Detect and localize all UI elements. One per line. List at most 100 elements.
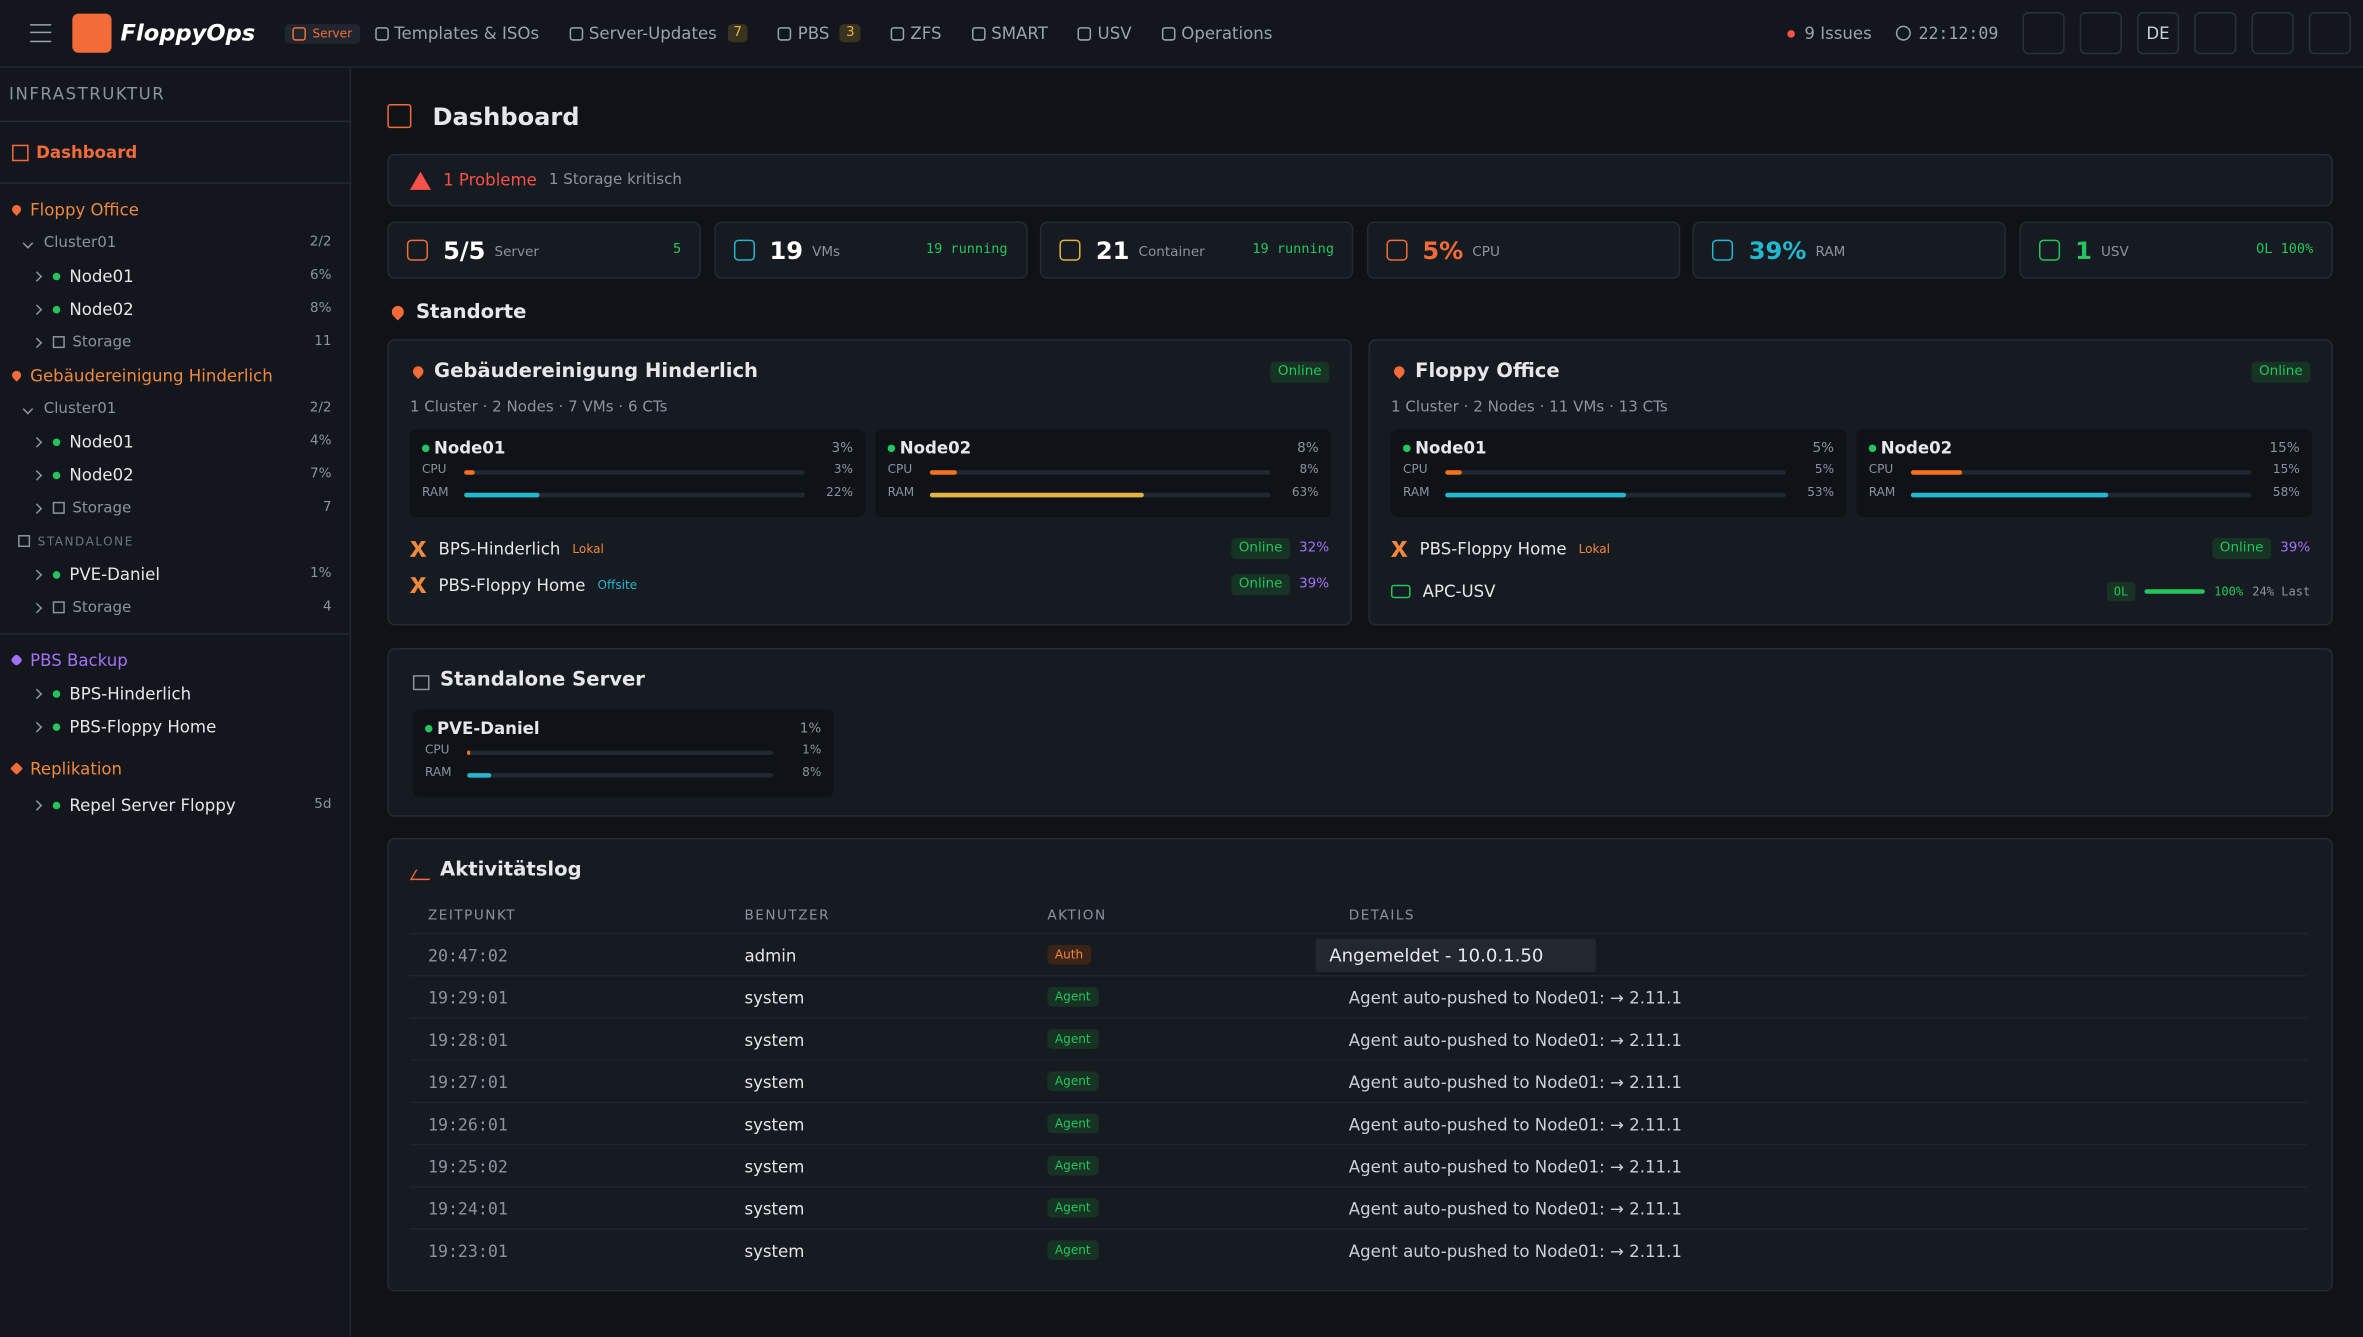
chevron <box>31 336 43 348</box>
node-load: 3% <box>831 441 853 457</box>
tree-row[interactable]: PVE-Daniel 1% <box>0 558 350 591</box>
table-row: 19:23:01 system Agent Agent auto-pushed to … <box>409 1228 2308 1272</box>
log-user: system <box>744 1115 805 1135</box>
log-action: Agent <box>1047 1155 1099 1176</box>
tree-row[interactable]: Cluster01 2/2 <box>0 226 350 259</box>
storage-icon <box>52 336 65 349</box>
nav-item[interactable]: Operations <box>1147 14 1288 52</box>
ram-track <box>464 492 805 498</box>
tree-row[interactable]: Node02 7% <box>0 458 350 491</box>
nav-item[interactable]: Templates & ISOs <box>360 14 555 52</box>
tree-row[interactable]: Node02 8% <box>0 292 350 325</box>
log-user: system <box>744 1199 805 1220</box>
alert-bar[interactable]: 1 Probleme 1 Storage kritisch <box>387 153 2333 207</box>
sync-icon <box>10 762 23 775</box>
standalone-header[interactable]: STANDALONE <box>0 524 350 557</box>
node-name: Node02 <box>69 464 134 485</box>
ups-row: APC-USV OL 100% 24% Last <box>1390 577 2310 604</box>
pin-icon <box>1391 364 1407 379</box>
table-row: 20:47:02 admin Auth Angemeldet - 10.0.1.50 <box>409 932 2308 977</box>
stat-card: 5% CPU <box>1366 221 1681 279</box>
replication-header[interactable]: Replikation <box>0 752 350 785</box>
cpu-bar <box>1910 470 1962 475</box>
tree-row[interactable]: Repel Server Floppy 5d <box>0 785 350 824</box>
site-row[interactable]: Floppy Office <box>0 193 350 226</box>
nav-item[interactable]: Server <box>285 23 360 43</box>
stat-icon <box>733 239 755 261</box>
table-row: 19:25:02 system Agent Agent auto-pushed to … <box>409 1143 2308 1188</box>
monitor-button[interactable] <box>2022 12 2065 55</box>
site-row[interactable]: Gebäudereinigung Hinderlich <box>0 359 350 392</box>
nav-icon <box>569 26 583 40</box>
log-details: Angemeldet - 10.0.1.50 <box>1315 938 1596 973</box>
pbs-name: BPS-Hinderlich <box>69 683 192 704</box>
stat-value: 5/5 <box>443 235 486 265</box>
log-details: Agent auto-pushed to Node01: → 2.11.1 <box>1348 1241 1682 1262</box>
location-summary: 1 Cluster · 2 Nodes · 11 VMs · 13 CTs <box>1390 399 1668 416</box>
logout-button[interactable] <box>2308 12 2351 55</box>
tree-row[interactable]: Storage 11 <box>0 326 350 359</box>
tree-row[interactable]: Storage 7 <box>0 491 350 524</box>
menu-line <box>30 31 52 34</box>
language-button[interactable]: DE <box>2136 12 2180 55</box>
section-title: Standorte <box>415 301 527 325</box>
alert-count: 1 Probleme <box>443 170 537 190</box>
pin-icon <box>410 364 426 379</box>
stat-icon <box>1386 239 1408 261</box>
status-dot <box>52 570 61 578</box>
tree-row[interactable]: BPS-Hinderlich <box>0 677 350 710</box>
log-time: 19:28:01 <box>427 1030 508 1051</box>
announce-button[interactable] <box>2194 12 2237 55</box>
tree-row[interactable]: Node01 6% <box>0 259 350 292</box>
log-time: 20:47:02 <box>427 946 508 966</box>
tree-row[interactable]: PBS-Floppy Home <box>0 710 350 743</box>
ram-bar <box>1445 492 1626 498</box>
tree-row[interactable]: Node01 4% <box>0 425 350 458</box>
alert-text: 1 Storage kritisch <box>548 171 682 189</box>
location-card: Gebäudereinigung Hinderlich Online 1 Clust… <box>387 339 1352 626</box>
log-time: 19:24:01 <box>427 1199 508 1220</box>
menu-button[interactable] <box>30 24 52 43</box>
ups-name: APC-USV <box>1422 580 1496 601</box>
standalone-icon <box>18 534 31 548</box>
stat-card: 5/5 Server 5 <box>387 221 701 279</box>
issues[interactable]: 9 Issues <box>1804 23 1872 43</box>
nav-item[interactable]: PBS 3 <box>763 14 876 52</box>
sidebar-dashboard[interactable]: Dashboard <box>0 122 350 184</box>
ram-track <box>1910 492 2252 498</box>
status-dot <box>52 800 61 809</box>
stat-label: USV <box>2100 245 2129 261</box>
cpu-track <box>464 470 805 475</box>
cpu-label: CPU <box>424 742 450 757</box>
theme-button[interactable] <box>2079 12 2122 55</box>
nav-item[interactable]: ZFS <box>876 14 957 52</box>
node-name: Node02 <box>899 438 972 459</box>
stat-card: 39% RAM <box>1692 221 2007 279</box>
nav-item[interactable]: Server-Updates 7 <box>554 14 763 52</box>
location-status: Online <box>2251 361 2311 383</box>
log-action: Agent <box>1047 1198 1099 1218</box>
service-status: Online <box>2212 538 2272 560</box>
tree-row[interactable]: Storage 4 <box>0 591 350 624</box>
ups-icon <box>1390 583 1411 598</box>
log-user: system <box>744 1241 805 1262</box>
nav-item[interactable]: SMART <box>957 14 1063 52</box>
nav-icon <box>1077 26 1092 40</box>
stat-value: 39% <box>1748 235 1807 265</box>
status-dot <box>52 272 61 280</box>
pin-icon <box>10 203 23 216</box>
user-button[interactable] <box>2251 12 2294 55</box>
node-card: Node02 8% CPU 8% RAM 63% <box>875 429 1331 517</box>
status-dot <box>887 444 896 453</box>
standalone-title: Standalone Server <box>440 669 645 692</box>
nav-item[interactable]: USV <box>1063 14 1147 52</box>
chevron <box>31 799 43 811</box>
tree-row[interactable]: Cluster01 2/2 <box>0 392 350 425</box>
nav-icon <box>890 26 905 40</box>
stat-value: 1 <box>2075 235 2092 265</box>
ram-value: 8% <box>802 765 822 780</box>
cpu-value: 8% <box>1299 462 1319 477</box>
ram-label: RAM <box>1403 485 1430 499</box>
pbs-header[interactable]: PBS Backup <box>0 643 350 676</box>
